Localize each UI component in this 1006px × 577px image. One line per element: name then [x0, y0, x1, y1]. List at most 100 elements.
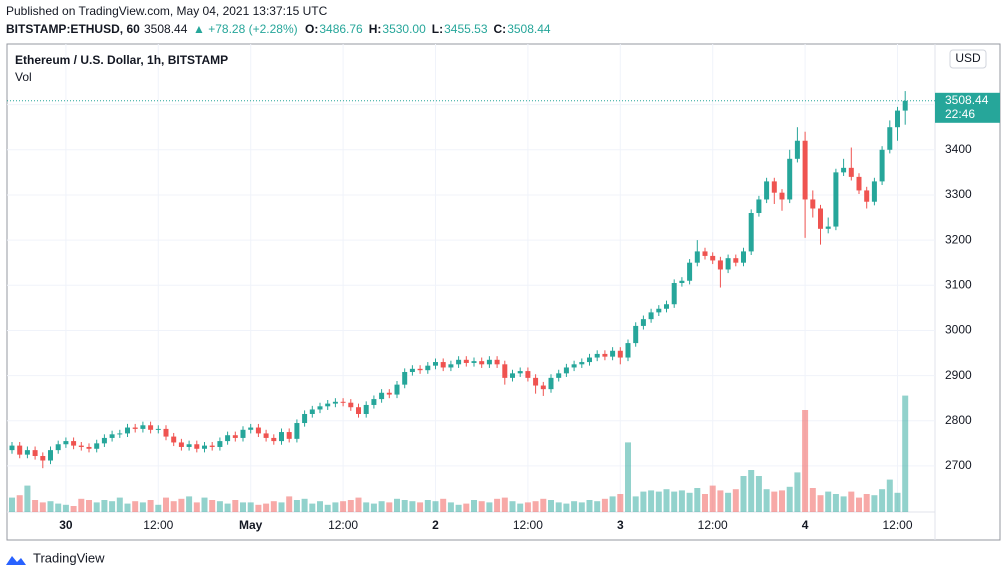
candle-body — [502, 364, 508, 378]
x-tick-label: 4 — [802, 518, 809, 532]
volume-bar — [124, 503, 131, 512]
candle-body — [309, 409, 315, 414]
volume-bar — [378, 501, 385, 512]
volume-bar — [463, 503, 470, 512]
volume-bar — [794, 472, 801, 512]
volume-bar — [894, 492, 901, 512]
ohlc-value: 3455.53 — [444, 22, 488, 36]
candle-body — [579, 362, 585, 365]
candle-body — [94, 443, 100, 449]
volume-bar — [601, 498, 608, 512]
volume-bar — [571, 501, 578, 512]
volume-bar — [47, 501, 54, 512]
candle-body — [325, 403, 331, 407]
candle-body — [240, 429, 246, 438]
candle-body — [825, 226, 831, 229]
volume-bar — [332, 502, 339, 512]
volume-bar — [70, 506, 77, 512]
volume-bar — [355, 497, 362, 512]
volume-bar — [116, 497, 123, 512]
candle-body — [779, 192, 785, 200]
volume-bar — [563, 503, 570, 512]
ohlc-value: 3486.76 — [319, 22, 363, 36]
candle-body — [517, 371, 523, 374]
volume-bar — [78, 498, 85, 512]
candle-body — [895, 110, 900, 128]
volume-bar — [863, 494, 870, 512]
price: 3508.44 — [144, 22, 188, 36]
x-tick-label: 12:00 — [328, 518, 358, 532]
candle-body — [132, 427, 138, 429]
candle-body — [902, 100, 908, 111]
candle-body — [279, 432, 284, 442]
x-tick-label: 2 — [432, 518, 439, 532]
candle-body — [294, 423, 300, 439]
candle-body — [748, 213, 754, 252]
volume-bar — [632, 496, 639, 512]
y-tick-label: 3400 — [945, 142, 972, 156]
volume-bar — [879, 489, 886, 512]
change: ▲ +78.28 (+2.28%) — [193, 22, 298, 36]
volume-bar — [178, 498, 185, 512]
volume-bar — [594, 501, 601, 512]
volume-bar — [709, 485, 716, 512]
volume-bar — [170, 501, 177, 512]
volume-bar — [24, 485, 31, 512]
candle-body — [456, 359, 462, 365]
candle-body — [394, 384, 400, 395]
volume-bar — [625, 442, 631, 512]
candle-body — [833, 172, 839, 227]
volume-bar — [809, 488, 816, 512]
candle-body — [317, 406, 323, 410]
candle-body — [24, 450, 30, 455]
volume-bar — [293, 500, 300, 512]
volume-bar — [417, 502, 424, 512]
volume-bar — [586, 500, 593, 512]
x-tick-label: 30 — [59, 518, 73, 532]
candle-body — [55, 444, 61, 451]
candle-body — [101, 437, 107, 444]
volume-bar — [702, 494, 708, 512]
volume-bar — [424, 500, 431, 512]
candle-body — [871, 181, 877, 202]
candle-body — [648, 312, 654, 320]
candle-body — [879, 149, 885, 182]
candle-body — [448, 364, 454, 368]
currency[interactable]: USD — [955, 51, 981, 65]
volume-bar — [609, 496, 616, 512]
currency-badge[interactable] — [949, 49, 987, 69]
candle-body — [818, 208, 823, 229]
volume-bar — [455, 504, 462, 512]
symbol: BITSTAMP:ETHUSD, 60 — [6, 22, 140, 36]
candle-body — [640, 319, 646, 326]
candle-body — [602, 353, 608, 357]
candle-body — [271, 437, 277, 442]
candle-body — [841, 167, 847, 173]
ohlc-label: C: — [494, 22, 507, 36]
volume-bar — [740, 476, 747, 512]
candle-body — [802, 140, 808, 200]
candle-body — [810, 199, 816, 209]
candle-body — [194, 444, 200, 449]
volume-bar — [55, 503, 62, 512]
candle-body — [548, 377, 554, 390]
volume-bar — [663, 489, 670, 512]
volume-bar — [509, 501, 516, 512]
volume-bar — [732, 489, 739, 512]
candle-body — [178, 442, 184, 447]
volume-bar — [755, 476, 762, 512]
candle-body — [440, 362, 446, 368]
candle-body — [209, 445, 215, 447]
volume-bar — [501, 497, 508, 512]
volume-bar — [401, 500, 408, 512]
candle-body — [856, 176, 862, 191]
y-tick-label: 3100 — [945, 277, 972, 291]
ohlc-label: H: — [369, 22, 382, 36]
candle-body — [71, 441, 77, 446]
volume-bar — [786, 486, 793, 512]
candle-body — [679, 280, 685, 284]
volume-bar — [232, 500, 239, 512]
ohlc-label: O: — [305, 22, 318, 36]
candle-body — [710, 255, 716, 261]
candle-body — [610, 350, 616, 357]
